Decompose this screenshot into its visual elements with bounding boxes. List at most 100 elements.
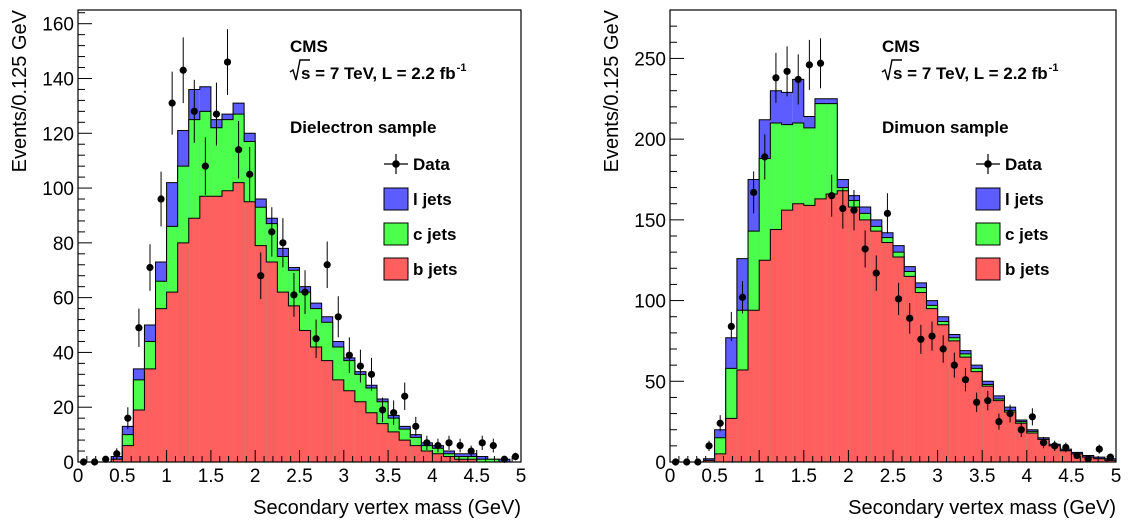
b-jets-bar — [859, 219, 871, 462]
x-tick-label: 4.5 — [1058, 466, 1084, 487]
b-jets-bar — [388, 431, 400, 462]
b-jets-bar — [465, 459, 477, 462]
data-point — [279, 239, 287, 247]
b-jets-bar — [255, 245, 267, 462]
x-tick-label: 4.5 — [463, 466, 489, 487]
energy-lumi-label: s = 7 TeV, L = 2.2 fb — [893, 64, 1048, 83]
data-point — [434, 441, 442, 450]
data-point — [445, 439, 453, 447]
b-jets-bar — [803, 205, 815, 463]
data-point — [401, 392, 409, 400]
b-jets-bar — [199, 196, 211, 462]
b-jets-bar — [410, 445, 422, 462]
b-jets-bar — [971, 371, 983, 462]
x-tick-label: 4 — [1022, 466, 1033, 487]
data-point — [168, 99, 176, 107]
lumi-exponent: -1 — [457, 62, 467, 74]
b-jets-bar — [133, 409, 145, 462]
data-point — [356, 362, 365, 370]
b-jets-bar — [1015, 423, 1027, 462]
data-point — [872, 269, 880, 277]
data-point — [1039, 439, 1048, 447]
dielectron-panel: 0 0.5 1 1.5 2 2.5 3 3.5 4 4.5 5 0 20 40 60 80 100 120 140 1… — [9, 9, 526, 519]
b-jets-bar — [454, 459, 466, 462]
experiment-label: CMS — [290, 37, 328, 56]
legend-data-marker — [984, 160, 992, 168]
lumi-exponent: -1 — [1049, 62, 1059, 74]
data-point — [783, 67, 791, 75]
b-jets-bar — [714, 453, 726, 462]
x-tick-label: 4 — [427, 466, 438, 487]
legend-label: c jets — [1005, 225, 1048, 244]
data-point — [973, 398, 981, 406]
legend-label: c jets — [413, 225, 456, 244]
b-jets-bar — [443, 456, 455, 462]
data-point — [301, 288, 309, 296]
data-point — [268, 228, 276, 236]
data-point — [839, 204, 847, 213]
legend-label: l jets — [413, 190, 452, 209]
y-tick-label: 100 — [634, 292, 666, 313]
data-point — [1051, 442, 1059, 450]
data-point — [157, 195, 165, 203]
data-point — [928, 332, 936, 340]
data-point — [850, 206, 858, 214]
y-tick-label: 140 — [42, 69, 74, 90]
b-jets-bar — [111, 459, 123, 462]
data-point — [102, 455, 110, 463]
legend-label: Data — [1005, 155, 1042, 174]
x-tick-label: 3.5 — [969, 466, 995, 487]
legend-label: b jets — [1005, 260, 1049, 279]
data-point — [1106, 453, 1115, 461]
data-point — [995, 418, 1003, 426]
b-jets-bar — [321, 360, 333, 462]
data-point — [223, 58, 232, 66]
data-point — [456, 441, 464, 450]
data-point — [146, 263, 154, 272]
data-point — [727, 322, 735, 330]
c-jets-bar — [476, 459, 488, 462]
sample-label: Dimuon sample — [882, 118, 1009, 137]
data-point — [861, 245, 869, 253]
b-jets-bar — [233, 182, 245, 462]
b-jets-bar — [144, 368, 156, 462]
data-point — [390, 409, 398, 417]
b-jets-bar — [826, 194, 838, 462]
data-point — [500, 455, 508, 463]
b-jets-bar — [982, 386, 994, 462]
data-point — [1084, 455, 1092, 463]
b-jets-bar — [432, 453, 444, 462]
b-jets-bar — [848, 206, 860, 462]
b-jets-bar — [725, 418, 737, 462]
b-jets-bar — [736, 369, 749, 462]
data-point — [290, 291, 298, 299]
legend-swatch-c-jets — [975, 222, 1001, 246]
c-jets-bar — [725, 368, 737, 462]
b-jets-bar — [210, 196, 222, 462]
b-jets-bar — [904, 276, 916, 462]
c-jets-bar — [714, 437, 726, 462]
b-jets-bar — [166, 292, 178, 462]
y-tick-label: 80 — [53, 234, 74, 255]
b-jets-bar — [310, 346, 322, 462]
b-jets-bar — [1093, 458, 1105, 462]
b-jets-bar — [288, 305, 300, 462]
b-jets-bar — [893, 256, 905, 462]
data-point — [378, 406, 387, 414]
data-point — [467, 447, 475, 455]
data-point — [1062, 443, 1070, 452]
data-point — [1073, 451, 1081, 460]
data-point — [1017, 426, 1025, 434]
data-point — [828, 192, 836, 200]
x-tick-label: 1 — [754, 466, 765, 487]
x-tick-label: 0 — [665, 466, 676, 487]
b-jets-bar — [948, 340, 960, 462]
b-jets-bar — [881, 242, 893, 462]
data-point — [984, 397, 992, 405]
b-jets-bar — [266, 262, 278, 462]
x-tick-label: 2 — [843, 466, 854, 487]
x-tick-label: 3 — [339, 466, 350, 487]
data-point — [489, 441, 497, 450]
